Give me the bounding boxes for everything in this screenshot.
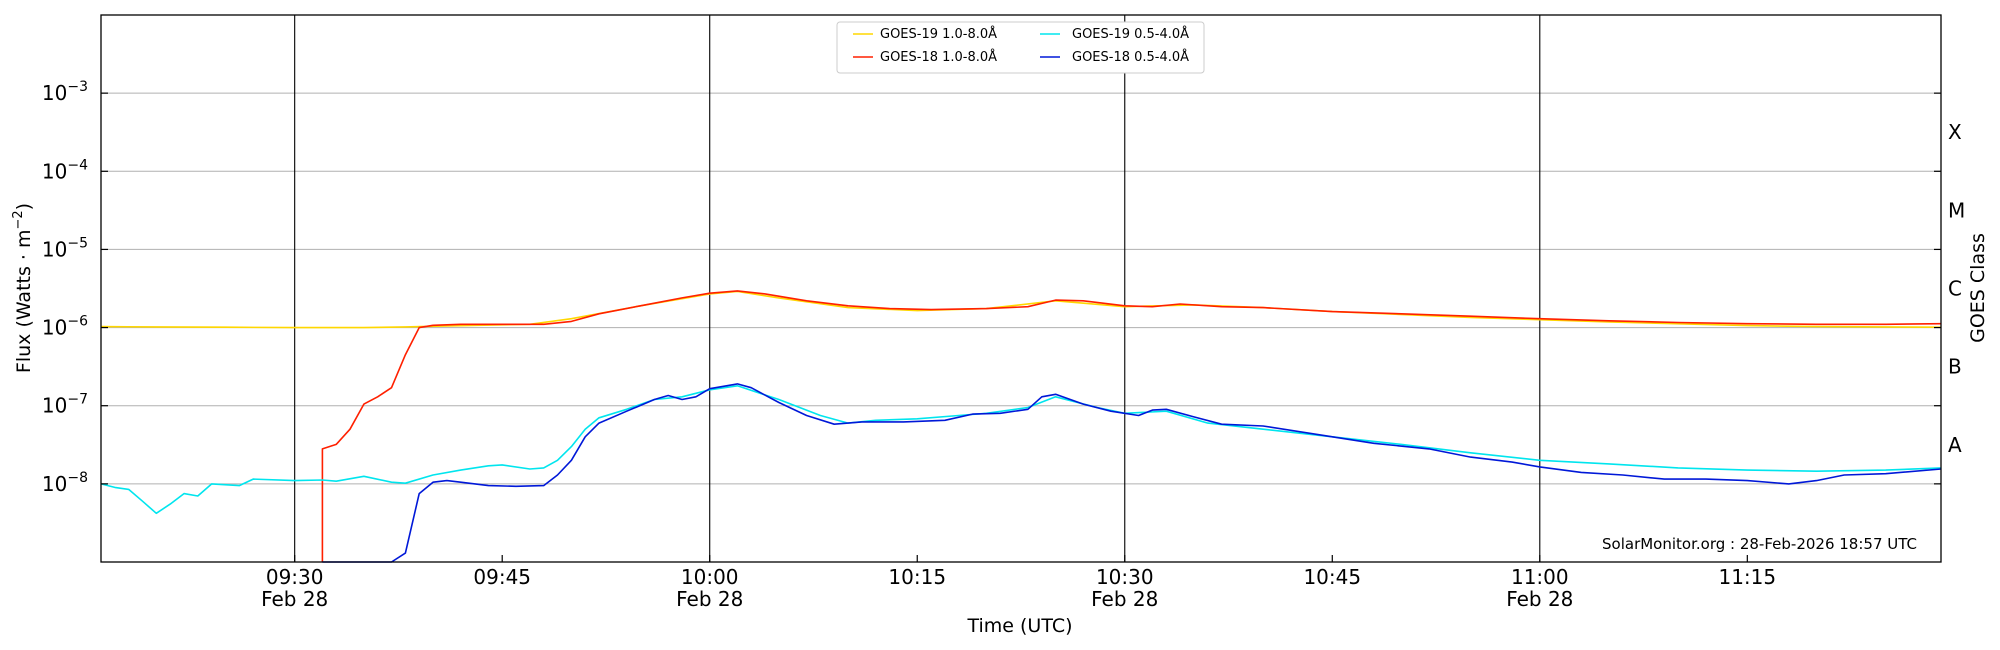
- y-tick-label: 10−7: [42, 392, 88, 418]
- series-line-2: [321, 290, 1942, 562]
- y-tick-exponent: −3: [67, 79, 88, 95]
- x-tick-label: 09:30: [266, 565, 324, 589]
- goes-class-labels: A B C M X: [1948, 120, 1965, 457]
- y-tick-base: 10: [42, 81, 67, 105]
- legend-box: [836, 21, 1205, 74]
- plot-frame: [100, 14, 1942, 563]
- y-tick-label: 10−8: [42, 470, 88, 496]
- x-tick-label: 11:00: [1511, 565, 1569, 589]
- y-tick-base: 10: [42, 394, 67, 418]
- legend: GOES-19 1.0-8.0Å GOES-18 1.0-8.0Å GOES-19 …: [836, 21, 1205, 74]
- goes-class-label: A: [1948, 433, 1962, 457]
- legend-label: GOES-19 1.0-8.0Å: [880, 26, 997, 42]
- series-lines: [100, 290, 1942, 563]
- y-tick-exponent: −7: [67, 392, 88, 408]
- series-line-1: [100, 290, 1942, 329]
- x-tick-label: 10:15: [888, 565, 946, 589]
- y-tick-exponent: −4: [67, 157, 88, 173]
- goes-class-label: M: [1948, 198, 1965, 222]
- goes-class-axis-label: GOES Class: [1967, 233, 1989, 343]
- x-tick-label: 10:30: [1096, 565, 1154, 589]
- goes-class-label: B: [1948, 355, 1962, 379]
- y-tick-base: 10: [42, 472, 67, 496]
- y-tick-label: 10−5: [42, 235, 88, 261]
- x-tick-label: 09:45: [473, 565, 531, 589]
- y-tick-base: 10: [42, 237, 67, 261]
- x-tick-label: 10:00: [681, 565, 739, 589]
- series-line-4: [322, 383, 1942, 563]
- x-tick-date-label: Feb 28: [676, 587, 743, 611]
- x-tick-date-label: Feb 28: [1091, 587, 1158, 611]
- y-tick-label: 10−3: [42, 79, 88, 105]
- goes-class-label: C: [1948, 277, 1962, 301]
- y-tick-label: 10−4: [42, 157, 88, 183]
- y-axis-label-close: ): [13, 203, 35, 210]
- y-tick-base: 10: [42, 316, 67, 340]
- y-tick-exponent: −5: [67, 235, 88, 251]
- legend-label: GOES-18 0.5-4.0Å: [1072, 49, 1189, 65]
- y-axis-ticks: 10−810−710−610−510−410−3: [42, 79, 1941, 496]
- y-tick-exponent: −8: [67, 470, 88, 486]
- y-axis-label-text: Flux (Watts · m: [13, 230, 35, 374]
- time-marker-lines: [294, 15, 1541, 562]
- y-tick-label: 10−6: [42, 314, 88, 340]
- x-axis-label: Time (UTC): [966, 615, 1072, 637]
- legend-label: GOES-19 0.5-4.0Å: [1072, 26, 1189, 42]
- y-tick-base: 10: [42, 159, 67, 183]
- legend-label: GOES-18 1.0-8.0Å: [880, 49, 997, 65]
- x-tick-label: 11:15: [1718, 565, 1776, 589]
- y-axis-label-exponent: −2: [11, 210, 26, 229]
- x-tick-date-label: Feb 28: [1506, 587, 1573, 611]
- x-tick-date-label: Feb 28: [261, 587, 328, 611]
- y-axis-label: Flux (Watts · m−2): [11, 203, 35, 373]
- x-tick-label: 10:45: [1303, 565, 1361, 589]
- credit-text: SolarMonitor.org : 28-Feb-2026 18:57 UTC: [1602, 535, 1917, 553]
- goes-class-label: X: [1948, 120, 1962, 144]
- y-tick-exponent: −6: [67, 314, 88, 330]
